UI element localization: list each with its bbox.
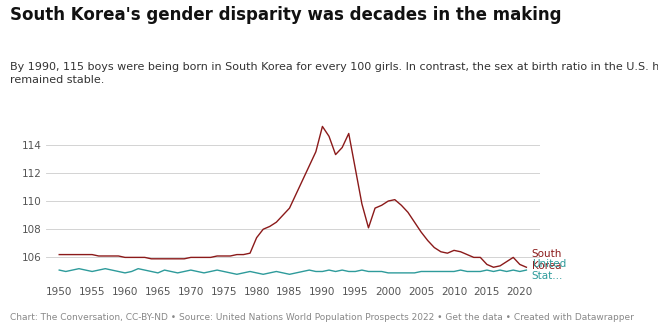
Text: South
Korea: South Korea bbox=[532, 249, 562, 271]
Text: By 1990, 115 boys were being born in South Korea for every 100 girls. In contras: By 1990, 115 boys were being born in Sou… bbox=[10, 62, 658, 85]
Text: United
Stat...: United Stat... bbox=[532, 259, 566, 281]
Text: Chart: The Conversation, CC-BY-ND • Source: United Nations World Population Pros: Chart: The Conversation, CC-BY-ND • Sour… bbox=[10, 313, 634, 322]
Text: South Korea's gender disparity was decades in the making: South Korea's gender disparity was decad… bbox=[10, 6, 561, 24]
